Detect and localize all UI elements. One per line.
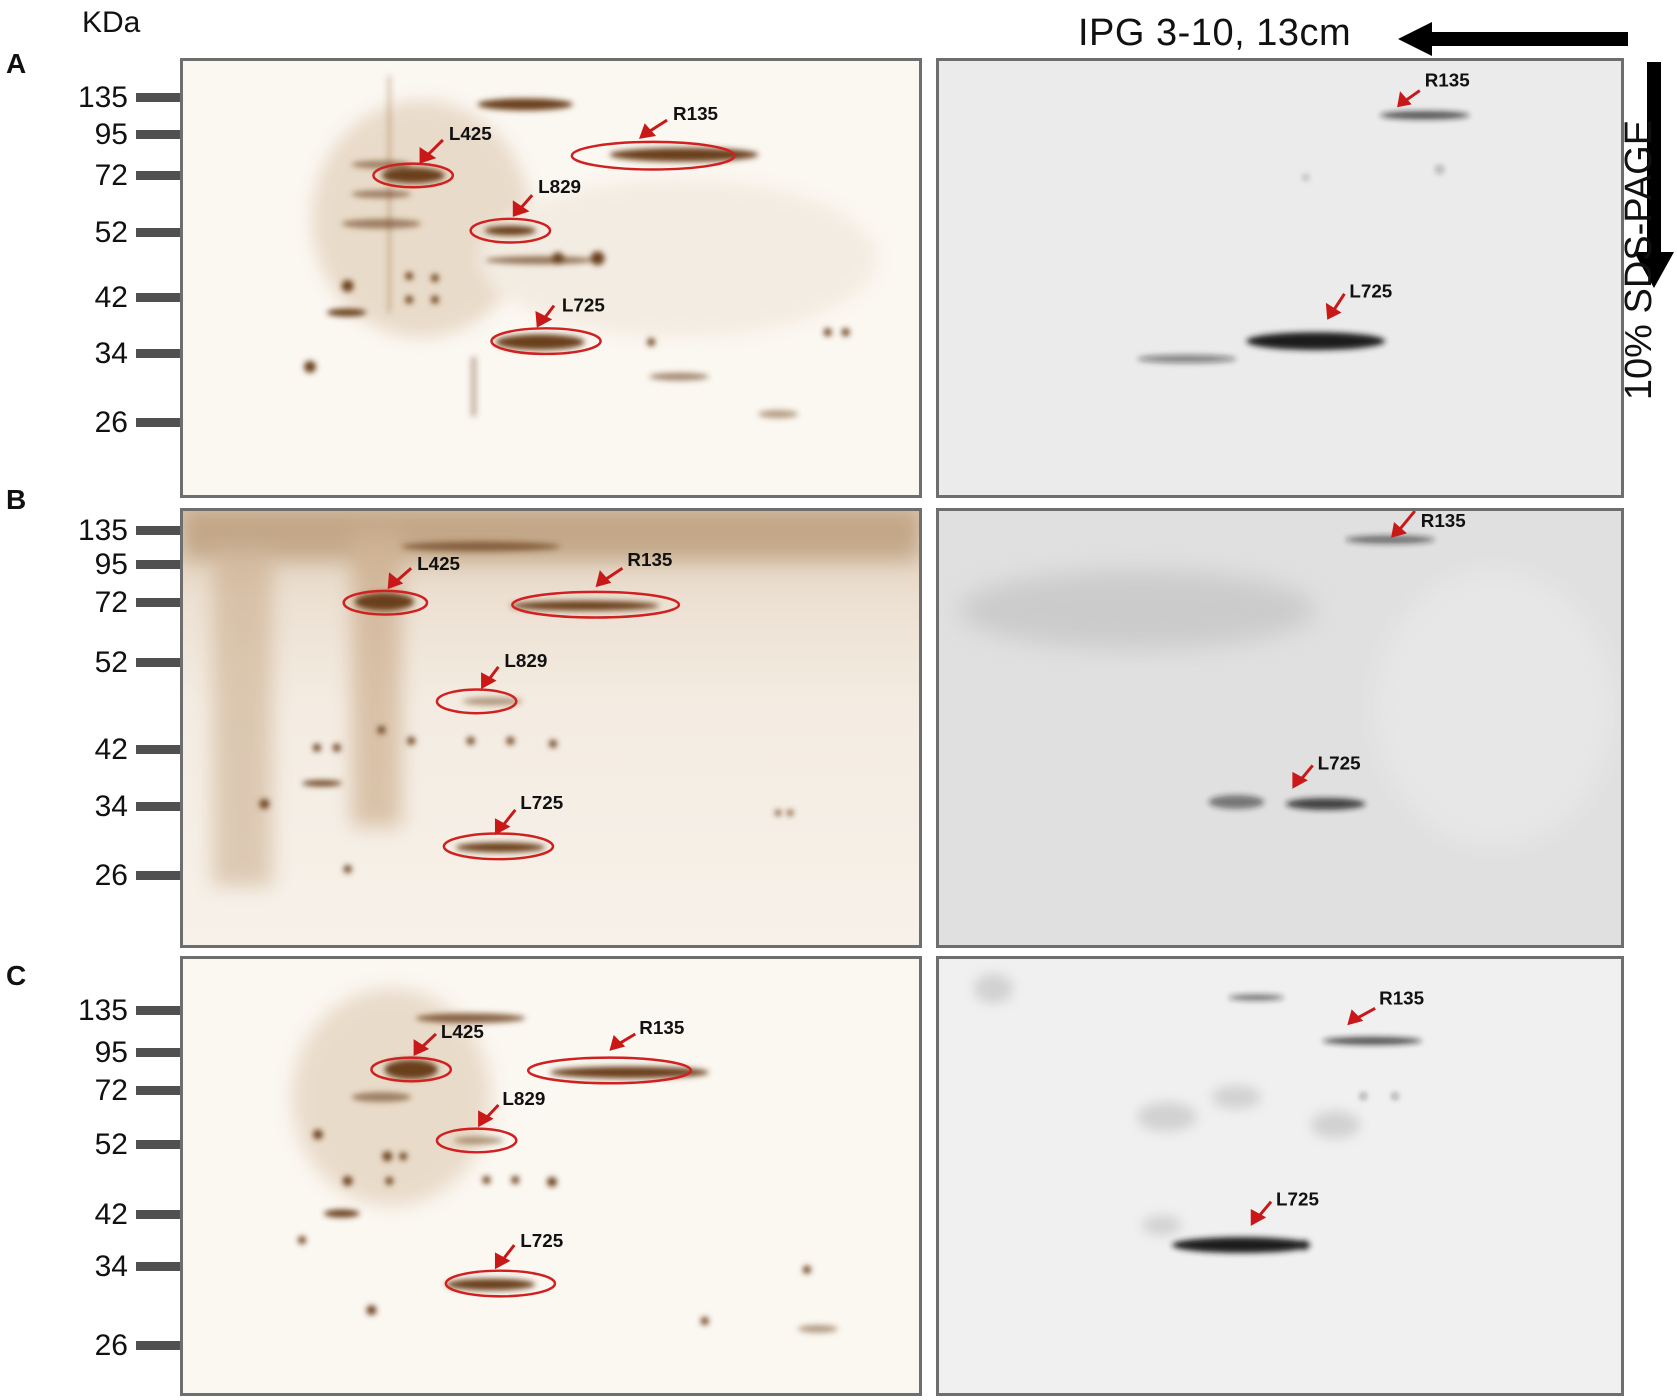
arrow-left-icon [1398,22,1628,56]
spot-label-r135: R135 [639,1017,684,1038]
silver-stained-gel-b: L425 R135 L829 L725 [180,508,922,948]
spot-label-l725: L725 [562,295,605,316]
mw-marker: 34 [30,787,180,827]
spot-label-r135: R135 [673,103,718,124]
mw-marker: 26 [30,856,180,896]
spot-label-l425: L425 [441,1021,484,1042]
marker-band [136,1262,180,1271]
mw-marker: 52 [30,213,180,253]
silver-stained-gel-c: L425 R135 L829 L725 [180,956,922,1396]
arrow-down-icon [1634,62,1674,288]
marker-band [136,745,180,754]
spot-label-l725: L725 [1318,752,1361,773]
mw-marker: 42 [30,1195,180,1235]
spot-label-r135: R135 [1421,511,1466,531]
marker-band [136,1048,180,1057]
spot-label-r135: R135 [1379,987,1424,1008]
marker-band [136,293,180,302]
marker-band [136,871,180,880]
marker-band [136,349,180,358]
marker-band [136,1006,180,1015]
marker-band [136,1086,180,1095]
mw-marker: 42 [30,730,180,770]
marker-band [136,171,180,180]
sds-page-label: 10% SDS-PAGE [1618,119,1660,401]
western-blot-b: R135 L725 [936,508,1624,948]
spot-label-l725: L725 [520,1230,563,1251]
mw-marker: 26 [30,403,180,443]
marker-band [136,1341,180,1350]
row-label-c: C [6,960,27,991]
mw-marker: 95 [30,1033,180,1073]
spot-label-r135: R135 [627,549,672,570]
silver-stained-gel-a: L425 R135 L829 L725 [180,58,922,498]
spot-label-l425: L425 [417,553,460,574]
western-blot-a: R135 L725 [936,58,1624,498]
mw-marker: 72 [30,583,180,623]
mw-marker: 72 [30,156,180,196]
spot-label-l425: L425 [449,123,492,144]
marker-band [136,228,180,237]
mw-marker: 34 [30,1247,180,1287]
spot-label-l725: L725 [1349,281,1392,302]
mw-marker: 135 [30,511,180,551]
spot-label-l829: L829 [504,650,547,671]
mw-marker: 52 [30,1125,180,1165]
marker-band [136,1210,180,1219]
marker-band [136,598,180,607]
spot-label-l829: L829 [538,176,581,197]
marker-band [136,802,180,811]
spot-label-l829: L829 [502,1088,545,1109]
marker-band [136,560,180,569]
spot-label-r135: R135 [1425,70,1470,91]
marker-band [136,93,180,102]
marker-band [136,130,180,139]
marker-band [136,1140,180,1149]
mw-marker: 95 [30,545,180,585]
mw-marker: 42 [30,278,180,318]
western-blot-c: R135 L725 [936,956,1624,1396]
marker-band [136,418,180,427]
mw-marker: 34 [30,334,180,374]
ipg-strip-label: IPG 3-10, 13cm [1078,12,1352,54]
marker-band [136,658,180,667]
mw-marker: 52 [30,643,180,683]
spot-label-l725: L725 [1276,1189,1319,1210]
mw-marker: 135 [30,78,180,118]
row-label-b: B [6,484,27,515]
mw-marker: 95 [30,115,180,155]
row-label-a: A [6,48,27,79]
mw-marker: 72 [30,1071,180,1111]
mw-marker: 26 [30,1326,180,1366]
marker-band [136,526,180,535]
spot-label-l725: L725 [520,792,563,813]
molecular-weight-unit: KDa [82,6,141,39]
mw-marker: 135 [30,991,180,1031]
